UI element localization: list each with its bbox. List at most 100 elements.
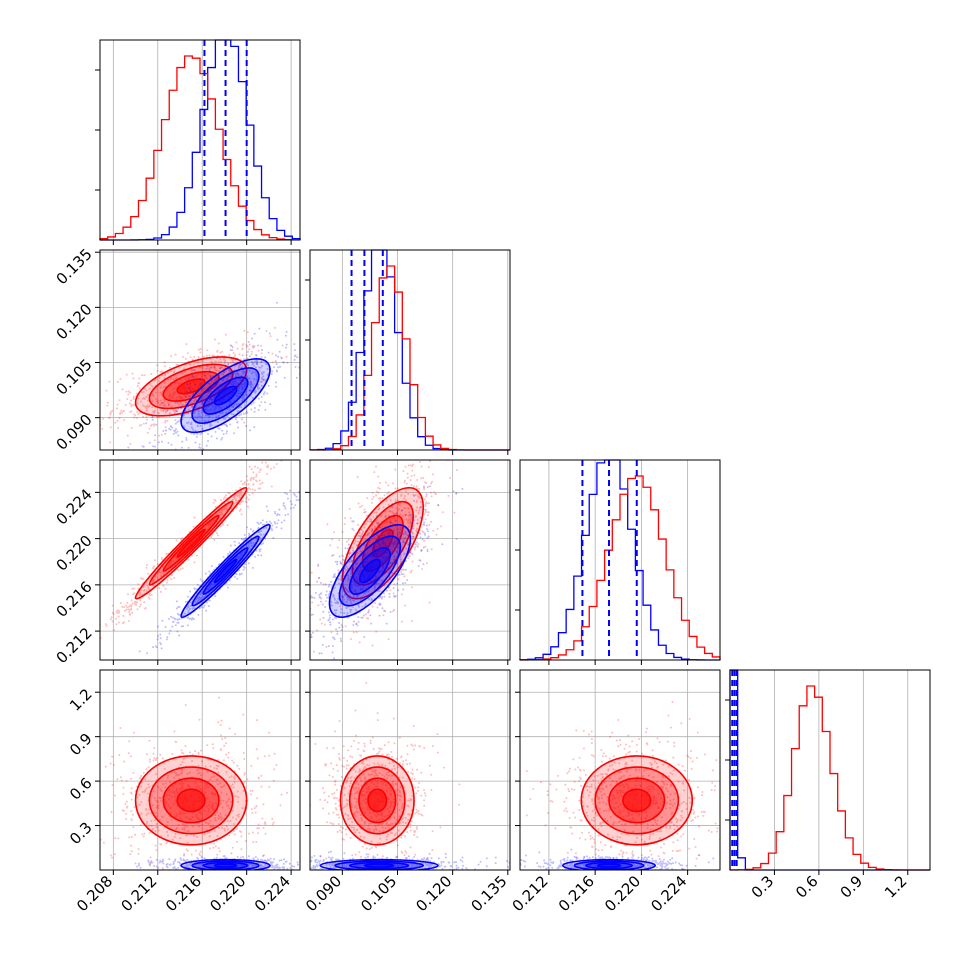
red-point xyxy=(158,587,160,589)
red-point xyxy=(113,764,115,766)
red-point xyxy=(287,654,289,656)
x-tick-label: 1.2 xyxy=(881,872,911,902)
blue-point xyxy=(211,435,213,437)
red-point xyxy=(242,483,244,485)
blue-point xyxy=(242,354,244,356)
red-point xyxy=(379,488,381,490)
blue-point xyxy=(250,409,252,411)
blue-point xyxy=(401,510,403,512)
blue-point xyxy=(166,636,168,638)
red-point xyxy=(116,407,118,409)
blue-point xyxy=(168,618,170,620)
blue-point xyxy=(258,398,260,400)
blue-point xyxy=(271,370,273,372)
red-point xyxy=(220,735,222,737)
blue-point xyxy=(293,507,295,509)
blue-point xyxy=(332,619,334,621)
marginal-panel-1 xyxy=(305,250,510,455)
red-point xyxy=(118,621,120,623)
red-point xyxy=(132,602,134,604)
red-point xyxy=(132,373,134,375)
red-point xyxy=(260,786,262,788)
red-point xyxy=(251,468,253,470)
red-point xyxy=(276,463,278,465)
red-point xyxy=(225,877,227,879)
red-point xyxy=(132,378,134,380)
red-point xyxy=(229,492,231,494)
blue-point xyxy=(226,425,228,427)
red-point xyxy=(392,445,394,447)
blue-point xyxy=(214,431,216,433)
blue-point xyxy=(286,493,288,495)
red-point xyxy=(170,578,172,580)
red-point xyxy=(146,768,148,770)
blue-point xyxy=(208,605,210,607)
blue-point xyxy=(236,358,238,360)
red-point xyxy=(407,445,409,447)
red-point xyxy=(213,502,215,504)
red-point xyxy=(103,842,105,844)
blue-point xyxy=(298,639,300,641)
blue-point xyxy=(334,573,336,575)
blue-point xyxy=(176,463,178,465)
blue-point xyxy=(355,540,357,542)
red-point xyxy=(206,355,208,357)
red-point xyxy=(337,547,339,549)
red-point xyxy=(124,610,126,612)
panel-frame xyxy=(520,460,720,660)
red-point xyxy=(358,503,360,505)
blue-point xyxy=(260,522,262,524)
red-point xyxy=(135,602,137,604)
red-point xyxy=(251,351,253,353)
blue-point xyxy=(384,610,386,612)
red-point xyxy=(410,571,412,573)
red-point xyxy=(275,764,277,766)
red-point xyxy=(147,432,149,434)
blue-point xyxy=(165,626,167,628)
blue-point xyxy=(285,347,287,349)
blue-point xyxy=(329,666,331,668)
red-point xyxy=(235,341,237,343)
red-point xyxy=(313,651,315,653)
blue-point xyxy=(409,551,411,553)
blue-point xyxy=(258,328,260,330)
red-point xyxy=(273,780,275,782)
blue-point xyxy=(332,576,334,578)
blue-point xyxy=(210,367,212,369)
red-point xyxy=(199,351,201,353)
red-point xyxy=(137,413,139,415)
red-point xyxy=(353,631,355,633)
blue-point xyxy=(423,521,425,523)
blue-point xyxy=(192,375,194,377)
blue-point xyxy=(416,542,418,544)
blue-point xyxy=(441,543,443,545)
blue-point xyxy=(406,579,408,581)
red-point xyxy=(379,482,381,484)
blue-point xyxy=(293,493,295,495)
blue-point xyxy=(260,548,262,550)
red-point xyxy=(116,612,118,614)
blue-point xyxy=(187,624,189,626)
red-point xyxy=(111,410,113,412)
red-point xyxy=(138,848,140,850)
blue-point xyxy=(161,620,163,622)
red-point xyxy=(424,481,426,483)
red-point xyxy=(349,508,351,510)
red-point xyxy=(256,827,258,829)
red-point xyxy=(120,412,122,414)
blue-point xyxy=(328,611,330,613)
red-point xyxy=(325,600,327,602)
red-point xyxy=(139,778,141,780)
blue-point xyxy=(156,646,158,648)
red-point xyxy=(272,361,274,363)
blue-point xyxy=(389,596,391,598)
red-point xyxy=(244,781,246,783)
red-point xyxy=(282,345,284,347)
blue-point xyxy=(396,512,398,514)
red-point xyxy=(111,857,113,859)
red-point xyxy=(160,843,162,845)
red-point xyxy=(254,489,256,491)
red-point xyxy=(119,399,121,401)
red-point xyxy=(109,441,111,443)
